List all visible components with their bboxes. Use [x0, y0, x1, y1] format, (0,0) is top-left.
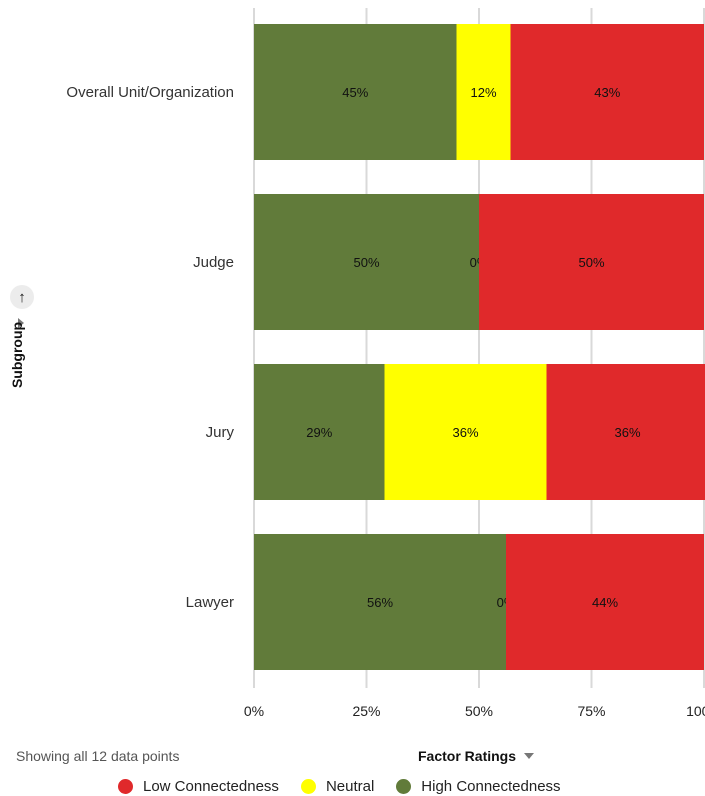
- data-label: 50%: [578, 255, 604, 270]
- bar-segment: [479, 194, 704, 330]
- x-tick-label: 0%: [244, 703, 264, 719]
- data-label: 56%: [367, 595, 393, 610]
- data-label: 36%: [614, 425, 640, 440]
- data-label: 29%: [306, 425, 332, 440]
- legend-label-neutral: Neutral: [325, 778, 375, 795]
- x-tick-label: 75%: [577, 703, 605, 719]
- factor-ratings-dropdown[interactable]: Factor Ratings: [418, 748, 535, 764]
- category-label: Judge: [193, 254, 234, 271]
- legend-dot-low: [118, 779, 133, 794]
- x-tick-label: 25%: [352, 703, 380, 719]
- factor-ratings-label: Factor Ratings: [418, 748, 517, 764]
- bar-segment: [546, 364, 705, 500]
- data-points-note: Showing all 12 data points: [16, 748, 180, 764]
- data-label: 36%: [452, 425, 478, 440]
- data-label: 43%: [594, 85, 620, 100]
- data-label: 12%: [470, 85, 496, 100]
- legend-item-low[interactable]: Low Connectedness: [118, 778, 279, 795]
- bar-segment: [254, 194, 479, 330]
- category-label: Overall Unit/Organization: [66, 84, 234, 101]
- data-label: 44%: [592, 595, 618, 610]
- chevron-down-icon: [524, 753, 535, 759]
- category-label: Lawyer: [186, 594, 234, 611]
- legend-dot-high: [396, 779, 412, 794]
- chart-legend: Low Connectedness Neutral High Connected…: [118, 778, 561, 795]
- data-label: 50%: [353, 255, 379, 270]
- expand-caret-icon[interactable]: [18, 318, 24, 328]
- legend-label-high: High Connectedness: [421, 778, 561, 795]
- legend-dot-neutral: [300, 779, 316, 794]
- bar-segment: [384, 364, 547, 500]
- category-label: Jury: [206, 424, 235, 441]
- x-tick-label: 100%: [686, 703, 705, 719]
- legend-item-neutral[interactable]: Neutral: [300, 778, 375, 795]
- bar-segment: [254, 24, 457, 160]
- legend-label-low: Low Connectedness: [143, 778, 279, 795]
- bar-segment: [510, 24, 704, 160]
- sort-arrow-up-icon[interactable]: ↑: [10, 285, 34, 309]
- y-axis-title: Subgroup: [9, 321, 26, 389]
- legend-item-high[interactable]: High Connectedness: [396, 778, 561, 795]
- stacked-bar-chart: 0% 25% 50% 75% 100% Overall Unit/Organization…: [66, 8, 705, 719]
- bar-segment: [254, 364, 385, 500]
- x-tick-label: 50%: [465, 703, 493, 719]
- bar-segment: [254, 534, 506, 670]
- bar-segment: [456, 24, 511, 160]
- data-label: 45%: [342, 85, 368, 100]
- bar-segment: [506, 534, 704, 670]
